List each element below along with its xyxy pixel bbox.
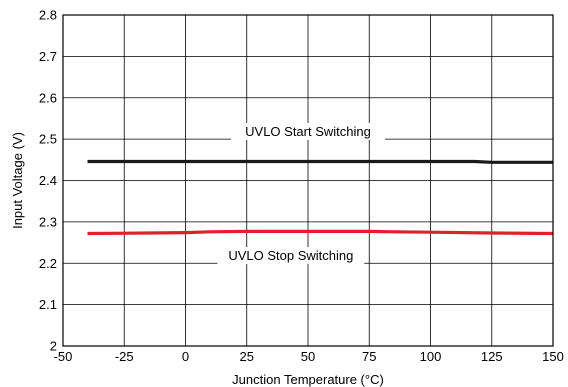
x-tick-label: 100 [420, 349, 442, 364]
x-tick-label: 150 [542, 349, 564, 364]
y-tick-label: 2.4 [39, 173, 57, 188]
grid [62, 14, 554, 347]
series-line-stop-switching [87, 229, 554, 236]
series-line-start-switching [87, 159, 553, 164]
annotation-stop-switching: UVLO Stop Switching [228, 248, 353, 263]
x-tick-labels: -50 -25 0 25 50 75 100 125 150 [54, 349, 564, 364]
y-tick-label: 2 [50, 339, 57, 354]
series-layer [87, 159, 554, 236]
x-axis-label: Junction Temperature (°C) [232, 372, 384, 387]
y-tick-label: 2.6 [39, 90, 57, 105]
plot-frame [62, 14, 554, 347]
y-tick-label: 2.8 [39, 8, 57, 23]
x-tick-label: 75 [362, 349, 376, 364]
annotation-background [217, 247, 365, 265]
x-tick-label: 0 [182, 349, 189, 364]
y-tick-label: 2.3 [39, 214, 57, 229]
y-tick-label: 2.7 [39, 49, 57, 64]
y-tick-label: 2.1 [39, 297, 57, 312]
y-tick-label: 2.2 [39, 256, 57, 271]
x-tick-label: 125 [481, 349, 503, 364]
annotation-background [231, 122, 385, 140]
y-tick-labels: 2 2.1 2.2 2.3 2.4 2.5 2.6 2.7 2.8 [39, 8, 57, 354]
y-axis-label: Input Voltage (V) [10, 132, 25, 229]
annotations: UVLO Start Switching UVLO Stop Switching [217, 122, 385, 265]
x-tick-label: 25 [240, 349, 254, 364]
y-tick-label: 2.5 [39, 132, 57, 147]
x-tick-label: -25 [115, 349, 134, 364]
x-tick-label: 50 [301, 349, 315, 364]
x-tick-label: -50 [54, 349, 73, 364]
annotation-start-switching: UVLO Start Switching [245, 124, 371, 139]
